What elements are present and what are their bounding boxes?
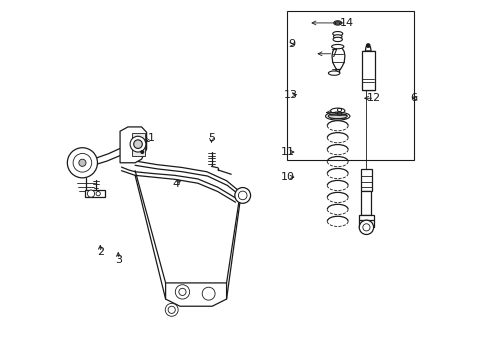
Ellipse shape — [333, 21, 341, 25]
Polygon shape — [84, 190, 104, 197]
Polygon shape — [361, 192, 371, 215]
Polygon shape — [120, 127, 146, 163]
Circle shape — [168, 306, 175, 314]
Circle shape — [67, 148, 97, 178]
Text: 8: 8 — [334, 108, 341, 118]
Ellipse shape — [328, 71, 339, 75]
Circle shape — [73, 153, 92, 172]
Circle shape — [133, 140, 142, 148]
Text: 14: 14 — [339, 18, 353, 28]
Circle shape — [366, 44, 369, 47]
Circle shape — [238, 191, 246, 200]
Circle shape — [130, 136, 145, 152]
Text: 12: 12 — [366, 93, 381, 103]
Ellipse shape — [333, 35, 341, 39]
Ellipse shape — [331, 112, 343, 117]
Polygon shape — [365, 46, 370, 51]
Ellipse shape — [332, 37, 342, 41]
Ellipse shape — [330, 108, 344, 113]
Ellipse shape — [332, 32, 342, 36]
Circle shape — [175, 285, 189, 299]
Circle shape — [359, 220, 373, 234]
Bar — [286, 12, 413, 160]
Circle shape — [202, 287, 215, 300]
Text: 2: 2 — [97, 247, 103, 257]
Text: 5: 5 — [207, 133, 215, 143]
Text: 13: 13 — [283, 90, 297, 100]
Circle shape — [165, 303, 178, 316]
Polygon shape — [361, 51, 374, 90]
Circle shape — [79, 159, 86, 166]
Ellipse shape — [327, 114, 346, 119]
Circle shape — [362, 224, 369, 231]
Text: 4: 4 — [172, 179, 179, 189]
Text: 3: 3 — [115, 255, 122, 265]
Polygon shape — [360, 169, 371, 192]
Circle shape — [179, 288, 185, 296]
Circle shape — [141, 150, 143, 153]
Circle shape — [234, 188, 250, 203]
Polygon shape — [358, 215, 373, 220]
Ellipse shape — [335, 22, 340, 24]
Text: 11: 11 — [281, 147, 295, 157]
Polygon shape — [165, 283, 226, 306]
Polygon shape — [328, 46, 344, 73]
Ellipse shape — [325, 112, 349, 120]
Ellipse shape — [331, 44, 343, 49]
Text: 10: 10 — [281, 172, 295, 182]
Text: 6: 6 — [409, 93, 416, 103]
Polygon shape — [132, 134, 145, 156]
Circle shape — [87, 190, 94, 197]
Circle shape — [96, 192, 100, 196]
Text: 9: 9 — [288, 40, 295, 49]
Text: 1: 1 — [147, 133, 154, 143]
Text: 7: 7 — [329, 49, 336, 59]
